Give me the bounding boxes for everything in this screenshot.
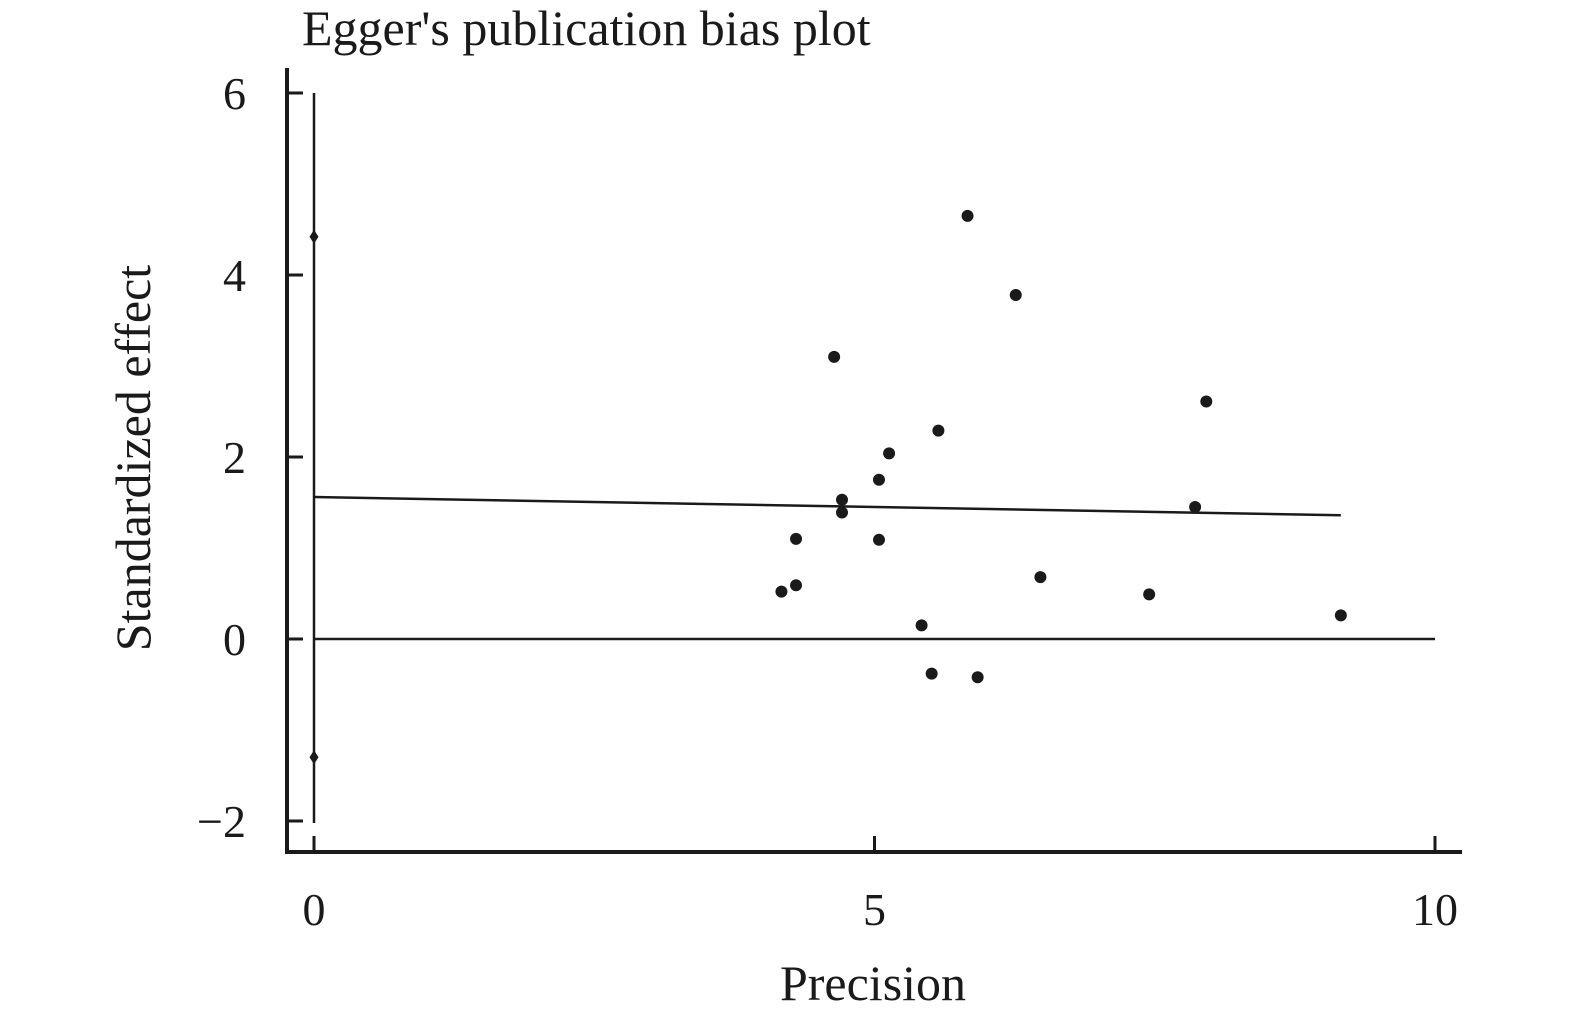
y-tick-label: 6 [223,68,246,119]
intercept-ci-marker [309,750,319,765]
data-point [1034,571,1047,584]
x-tick-label: 5 [863,884,886,935]
data-point [971,671,984,684]
data-point [775,585,788,598]
chart-title: Egger's publication bias plot [302,0,871,56]
x-tick-marks [312,836,1437,852]
data-point [1189,501,1202,514]
data-point [932,424,945,437]
x-axis-label: Precision [780,955,966,1011]
x-tick-label: 10 [1412,884,1458,935]
data-point [925,667,938,680]
y-tick-marks [287,91,303,823]
data-point [1334,609,1347,622]
y-tick-label: −2 [197,796,246,847]
regression-line [313,495,1341,517]
data-point [835,506,848,519]
data-point [1143,588,1156,601]
intercept-ci-marker [309,229,319,244]
data-points [775,209,1347,684]
y-tick-label: 0 [223,614,246,665]
data-point [835,493,848,506]
data-point [1200,395,1213,408]
data-point [1009,289,1022,302]
data-point [872,473,885,486]
data-point [828,350,841,363]
data-point [790,532,803,545]
y-tick-label: 2 [223,432,246,483]
x-tick-labels: 0 5 10 [303,884,1459,935]
x-tick-label: 0 [303,884,326,935]
data-point [961,209,974,222]
data-point [872,533,885,546]
data-point [790,579,803,592]
y-axis-label: Standardized effect [105,265,161,651]
axes [285,68,1462,854]
plot-lines [309,93,1435,823]
data-point [883,447,896,460]
y-tick-label: 4 [223,250,246,301]
data-point [915,619,928,632]
y-tick-labels: −2 0 2 4 6 [197,68,246,847]
